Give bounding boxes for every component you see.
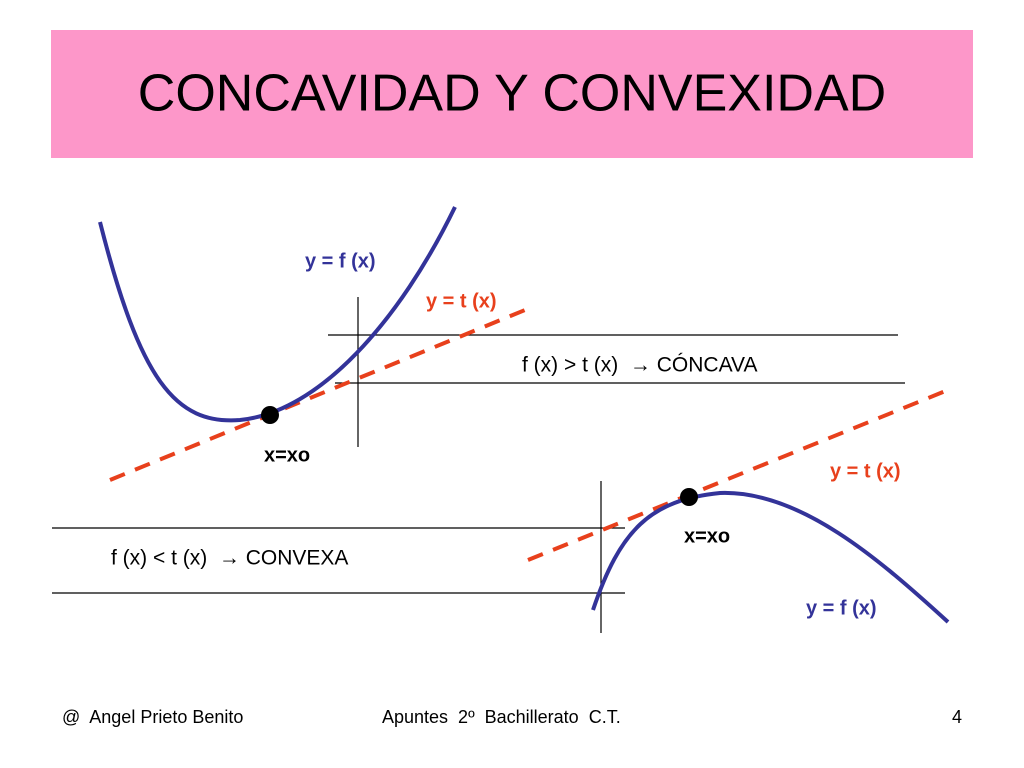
title: CONCAVIDAD Y CONVEXIDAD — [138, 65, 886, 123]
tangent-line — [109, 308, 526, 482]
condition: f (x) < t (x) → CONVEXA — [111, 547, 348, 570]
title-band — [51, 30, 973, 158]
curve-label: y = f (x) — [806, 597, 877, 619]
convex-diagram: y = t (x) x=xo f (x) < t (x) → CONVEXA y… — [52, 388, 950, 633]
tangent-label: y = t (x) — [426, 290, 497, 312]
footer-author: @ Angel Prieto Benito — [62, 707, 243, 727]
curve-label: y = f (x) — [305, 250, 376, 272]
tangent-label: y = t (x) — [830, 460, 901, 482]
footer-page: 4 — [952, 707, 962, 727]
point-label: x=xo — [684, 525, 730, 547]
concave-diagram: y = f (x) y = t (x) f (x) > t (x) → CÓNC… — [98, 206, 905, 482]
tangent-line — [527, 388, 949, 562]
condition: f (x) > t (x) → CÓNCAVA — [522, 354, 757, 377]
function-curve — [591, 490, 950, 624]
tangent-point — [261, 406, 279, 424]
point-label: x=xo — [264, 444, 310, 466]
function-curve — [98, 206, 457, 423]
tangent-point — [680, 488, 698, 506]
footer-course: Apuntes 2º Bachillerato C.T. — [382, 707, 621, 727]
